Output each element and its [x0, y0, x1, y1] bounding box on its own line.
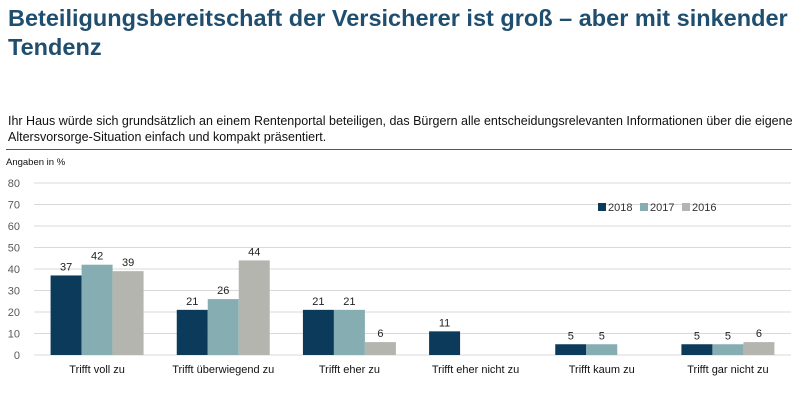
- bar-value-label: 21: [312, 296, 324, 308]
- bar-2018: [302, 309, 334, 355]
- bar-value-label: 5: [694, 330, 700, 342]
- category-label: Trifft kaum zu: [569, 364, 635, 376]
- bar-value-label: 37: [60, 261, 72, 273]
- y-tick-label: 60: [8, 221, 20, 233]
- legend-label: 2017: [650, 202, 674, 214]
- legend-swatch-2018: [598, 203, 606, 211]
- bar-value-label: 6: [377, 328, 383, 340]
- bar-2018: [429, 331, 461, 355]
- bar-value-label: 11: [439, 317, 450, 329]
- y-axis-ticks: 0 10 20 30 40 50 60 70 80: [8, 178, 20, 362]
- category-label: Trifft eher zu: [319, 364, 380, 376]
- y-tick-label: 40: [8, 264, 20, 276]
- bar-2017: [333, 309, 365, 355]
- unit-label: Angaben in %: [6, 157, 66, 168]
- bar-2017: [207, 299, 239, 355]
- bar-value-label: 6: [756, 328, 762, 340]
- legend-label: 2016: [692, 202, 716, 214]
- bar-value-label: 26: [217, 285, 229, 297]
- bar-value-label: 5: [599, 330, 605, 342]
- bar-value-label: 39: [122, 257, 134, 269]
- bar-2018: [50, 275, 82, 355]
- category-label: Trifft gar nicht zu: [687, 364, 768, 376]
- bar-2017: [586, 344, 618, 355]
- category-label: Trifft voll zu: [69, 364, 125, 376]
- bars: 37 42 39 21 26 44 21 21 6 11 5 5 5 5 6: [50, 246, 775, 355]
- bar-2018: [176, 309, 208, 355]
- bar-2017: [81, 264, 113, 355]
- bar-2018: [681, 344, 713, 355]
- legend-swatch-2016: [682, 203, 690, 211]
- y-tick-label: 30: [8, 286, 20, 298]
- bar-2016: [238, 260, 270, 355]
- bar-value-label: 21: [343, 296, 355, 308]
- y-tick-label: 50: [8, 243, 20, 255]
- survey-question: Ihr Haus würde sich grundsätzlich an ein…: [8, 114, 793, 144]
- category-label: Trifft überwiegend zu: [172, 364, 274, 376]
- bar-value-label: 42: [91, 251, 103, 263]
- bar-2017: [712, 344, 744, 355]
- y-tick-label: 10: [8, 329, 20, 341]
- bar-value-label: 21: [186, 296, 198, 308]
- bar-2016: [364, 342, 396, 355]
- gridlines: [34, 182, 791, 356]
- bar-value-label: 5: [725, 330, 731, 342]
- y-tick-label: 0: [14, 350, 20, 362]
- y-tick-label: 20: [8, 307, 20, 319]
- category-label: Trifft eher nicht zu: [432, 364, 519, 376]
- x-axis-categories: Trifft voll zu Trifft überwiegend zu Triff…: [69, 364, 768, 376]
- page-title: Beteiligungsbereitschaft der Versicherer…: [8, 5, 788, 60]
- legend-swatch-2017: [640, 203, 648, 211]
- bar-value-label: 5: [568, 330, 574, 342]
- bar-2016: [743, 342, 775, 355]
- bar-2018: [555, 344, 587, 355]
- legend-label: 2018: [608, 202, 632, 214]
- y-tick-label: 80: [8, 178, 20, 190]
- legend: 2018 2017 2016: [598, 202, 716, 214]
- bar-value-label: 44: [248, 246, 260, 258]
- divider: [6, 149, 792, 150]
- y-tick-label: 70: [8, 200, 20, 212]
- bar-2016: [112, 271, 144, 355]
